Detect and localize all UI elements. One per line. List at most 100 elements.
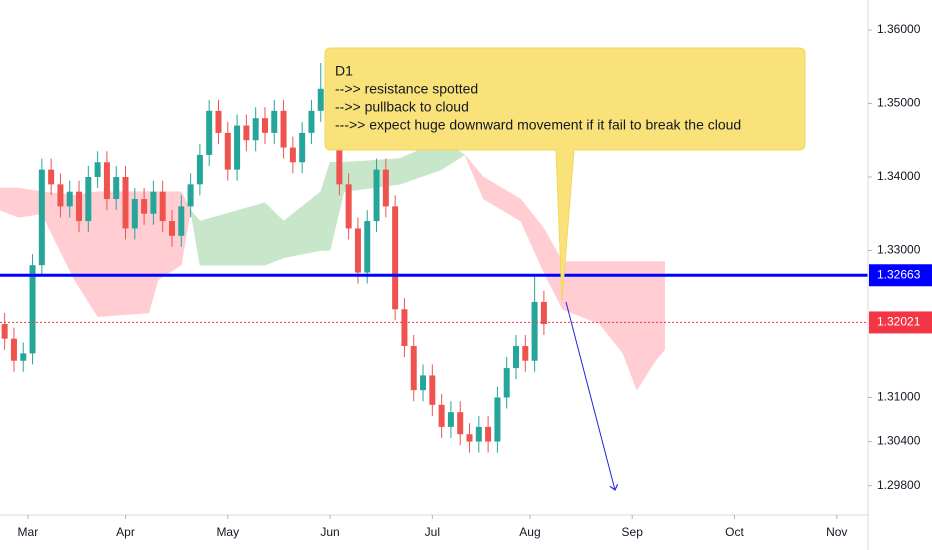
candle-body: [289, 147, 296, 163]
candle-body: [196, 154, 203, 185]
y-tick-label: 1.36000: [877, 22, 921, 36]
annotation-line: -->> resistance spotted: [335, 81, 478, 97]
cloud-segment: [343, 158, 401, 192]
candle-body: [447, 412, 454, 427]
candle-body: [159, 191, 166, 222]
y-tick-label: 1.31000: [877, 390, 921, 404]
candle-body: [280, 110, 287, 148]
candle-body: [410, 346, 417, 391]
candle-body: [513, 346, 519, 369]
y-tick-label: 1.30400: [877, 434, 921, 448]
candle-body: [224, 132, 231, 170]
candle-body: [48, 169, 55, 185]
candle-body: [169, 221, 175, 236]
candle-body: [494, 397, 501, 442]
candle-body: [364, 221, 371, 273]
candle-body: [10, 338, 17, 361]
x-tick-label: Jul: [425, 525, 440, 539]
trend-arrow: [565, 301, 615, 490]
price-label: 1.32021: [877, 315, 921, 329]
candle-body: [299, 132, 306, 163]
candle-body: [429, 375, 436, 405]
price-label: 1.32663: [877, 267, 921, 281]
candle-body: [1, 323, 8, 339]
cloud-segment: [464, 154, 484, 200]
candle-body: [475, 426, 482, 442]
candle-body: [420, 375, 427, 391]
cloud-segment: [622, 261, 638, 391]
candle-body: [66, 191, 73, 207]
x-tick-label: Apr: [116, 525, 135, 539]
candle-body: [141, 199, 148, 214]
candle-body: [150, 191, 157, 214]
candle-body: [466, 434, 473, 442]
candle-body: [94, 162, 101, 177]
cloud-layer: [0, 139, 666, 391]
cloud-segment: [483, 176, 521, 222]
candle-body: [317, 88, 324, 111]
candle-body: [215, 110, 222, 133]
y-tick-label: 1.29800: [877, 478, 921, 492]
candle-body: [345, 184, 352, 229]
candle-body: [57, 184, 64, 207]
cloud-segment: [18, 187, 43, 218]
cloud-segment: [190, 209, 201, 266]
candle-body: [336, 132, 343, 185]
candle-body: [457, 412, 464, 435]
candle-body: [122, 176, 129, 229]
annotation-line: --->> expect huge downward movement if i…: [335, 117, 741, 133]
annotation: D1 -->> resistance spotted -->> pullback t…: [324, 47, 806, 301]
price-label-box: [869, 311, 932, 334]
candle-body: [540, 301, 547, 324]
cloud-segment: [520, 198, 545, 273]
candle-body: [308, 110, 315, 133]
candle-body: [401, 309, 408, 347]
line-layer: [0, 273, 868, 323]
cloud-segment: [283, 191, 322, 259]
candle-body: [113, 176, 120, 200]
candle-body: [38, 169, 45, 266]
candle-body: [178, 206, 185, 236]
candle-body: [85, 176, 92, 222]
cloud-segment: [562, 261, 600, 325]
candle-body: [271, 110, 278, 133]
candle-body: [187, 184, 194, 207]
candle-body: [76, 191, 83, 222]
candle-body: [382, 169, 389, 207]
candle-body: [373, 169, 380, 222]
x-tick-label: Mar: [18, 525, 39, 539]
candle-body: [234, 125, 241, 170]
cloud-segment: [320, 162, 331, 251]
candle-layer: [1, 63, 547, 453]
cloud-segment: [636, 261, 656, 391]
cloud-segment: [0, 187, 19, 218]
annotation-box: [324, 47, 806, 301]
candle-body: [522, 346, 529, 361]
y-tick-label: 1.34000: [877, 169, 921, 183]
x-tick-label: Aug: [519, 525, 540, 539]
y-tick-label: 1.33000: [877, 243, 921, 257]
annotation-line: -->> pullback to cloud: [335, 99, 469, 115]
candle-body: [252, 118, 259, 141]
annotation-line: D1: [335, 63, 353, 79]
cloud-segment: [199, 202, 266, 266]
candle-body: [392, 206, 399, 310]
x-tick-label: Oct: [725, 525, 744, 539]
candle-body: [29, 265, 36, 354]
cloud-segment: [655, 261, 666, 362]
x-tick-label: Sep: [622, 525, 644, 539]
candle-body: [531, 301, 538, 361]
candle-body: [354, 228, 361, 273]
y-tick-label: 1.35000: [877, 96, 921, 110]
candle-body: [103, 162, 110, 200]
candle-body: [206, 110, 213, 155]
candle-body: [261, 118, 268, 133]
candle-body: [503, 368, 510, 398]
axes: 1.36000 1.35000 1.34000 1.33000 1.31000 1.304…: [18, 22, 932, 539]
candle-body: [485, 426, 492, 442]
x-tick-label: Jun: [320, 525, 339, 539]
x-tick-label: May: [216, 525, 239, 539]
cloud-segment: [264, 202, 284, 266]
price-label-box: [869, 264, 932, 287]
